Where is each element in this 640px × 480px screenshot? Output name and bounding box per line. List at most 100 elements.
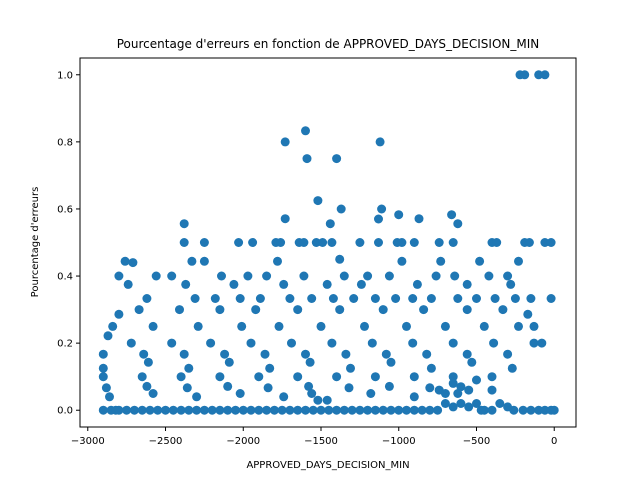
data-point xyxy=(101,383,111,393)
data-point xyxy=(276,238,286,247)
chart-title: Pourcentage d'erreurs en fonction de APP… xyxy=(117,37,539,51)
plot-frame xyxy=(79,57,577,428)
data-point xyxy=(327,338,337,348)
data-point xyxy=(448,238,458,247)
data-point xyxy=(299,271,309,281)
data-point xyxy=(263,383,273,393)
data-point xyxy=(313,395,323,405)
data-point xyxy=(280,214,290,224)
data-point xyxy=(184,405,194,415)
data-point xyxy=(370,405,380,415)
data-point xyxy=(332,372,342,382)
data-point xyxy=(448,372,458,382)
data-point xyxy=(332,154,342,164)
data-point xyxy=(408,294,418,303)
data-point xyxy=(142,381,152,391)
data-point xyxy=(375,137,385,147)
data-point xyxy=(472,294,481,303)
data-point xyxy=(153,405,163,415)
data-point xyxy=(422,349,432,359)
data-point xyxy=(391,294,401,303)
data-point xyxy=(433,405,443,415)
data-point xyxy=(199,256,209,266)
data-point xyxy=(540,405,550,415)
data-point xyxy=(384,271,394,281)
data-point xyxy=(137,372,147,382)
data-point xyxy=(381,349,391,359)
data-point xyxy=(462,305,472,315)
data-point xyxy=(374,214,383,224)
data-point xyxy=(114,271,124,281)
data-point xyxy=(217,271,226,281)
data-point xyxy=(526,294,536,303)
data-point xyxy=(175,305,184,315)
data-point xyxy=(322,395,332,405)
data-point xyxy=(246,405,256,415)
data-point xyxy=(260,349,270,359)
data-point xyxy=(540,238,550,247)
data-point xyxy=(464,402,474,412)
data-point xyxy=(145,405,155,415)
data-point xyxy=(223,405,233,415)
data-point xyxy=(199,405,209,415)
data-point xyxy=(377,204,387,214)
data-point xyxy=(417,405,427,415)
data-point xyxy=(210,294,220,303)
data-point xyxy=(304,381,314,391)
data-point xyxy=(139,349,149,359)
data-point xyxy=(534,405,544,415)
data-point xyxy=(490,294,500,303)
x-tick-label: −2500 xyxy=(149,436,183,447)
data-point xyxy=(355,405,365,415)
data-point xyxy=(301,349,310,359)
data-point xyxy=(190,294,200,303)
data-point xyxy=(436,256,446,266)
data-point xyxy=(280,137,290,147)
data-point xyxy=(374,238,383,247)
data-point xyxy=(215,305,225,315)
data-point xyxy=(464,385,474,395)
data-point xyxy=(325,219,335,229)
data-point xyxy=(128,258,138,268)
y-tick-label: 1.0 xyxy=(57,70,73,81)
data-point xyxy=(506,279,516,289)
data-point xyxy=(397,256,407,266)
data-point xyxy=(434,238,444,247)
data-point xyxy=(167,271,177,281)
data-point xyxy=(479,321,489,331)
data-point xyxy=(223,381,233,391)
data-point xyxy=(514,256,523,266)
data-point xyxy=(346,363,355,373)
data-point xyxy=(356,279,366,289)
data-point xyxy=(179,238,189,247)
data-point xyxy=(215,372,225,382)
data-point xyxy=(179,219,189,229)
data-point xyxy=(370,294,380,303)
data-point xyxy=(472,375,481,385)
data-point xyxy=(224,357,234,367)
data-point xyxy=(425,383,435,393)
data-point xyxy=(489,338,499,348)
data-point xyxy=(475,256,485,266)
data-point xyxy=(235,294,245,303)
data-point xyxy=(265,363,275,373)
data-point xyxy=(279,279,289,289)
data-point xyxy=(378,305,388,315)
data-point xyxy=(293,305,303,315)
data-point xyxy=(384,381,394,391)
data-point xyxy=(316,405,326,415)
data-point xyxy=(123,279,133,289)
data-point xyxy=(108,321,118,331)
data-point xyxy=(495,399,505,408)
data-point xyxy=(453,389,463,398)
data-point xyxy=(397,238,407,247)
data-point xyxy=(409,238,419,247)
data-point xyxy=(462,279,472,289)
data-point xyxy=(98,372,108,382)
data-point xyxy=(181,279,191,289)
data-point xyxy=(447,210,457,220)
data-point xyxy=(514,321,523,331)
data-point xyxy=(255,294,265,303)
data-point xyxy=(487,372,497,382)
data-point xyxy=(540,70,550,80)
